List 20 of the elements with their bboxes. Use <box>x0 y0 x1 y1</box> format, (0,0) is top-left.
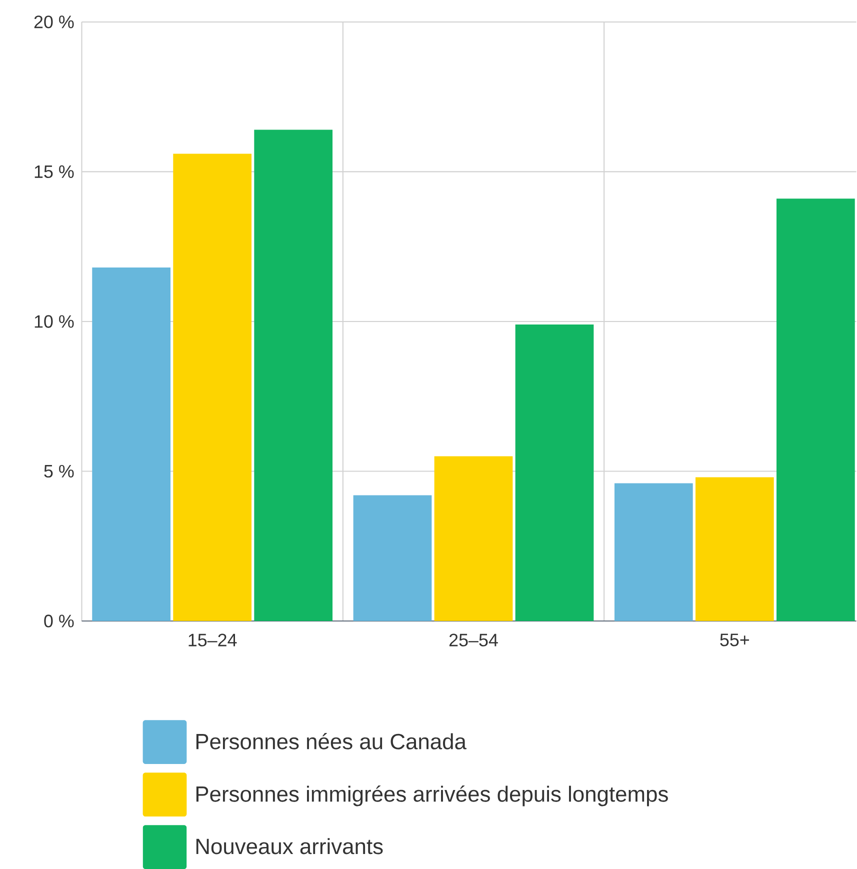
bar <box>515 324 594 622</box>
y-tick-label: 0 % <box>44 614 74 628</box>
x-tick-label: 25–54 <box>450 634 498 646</box>
legend-label: Personnes nées au Canada <box>196 732 467 750</box>
x-tick-label: 55+ <box>720 634 750 646</box>
bar <box>254 130 333 622</box>
bar <box>92 268 171 622</box>
x-tick-label: 15–24 <box>188 634 237 646</box>
y-tick-label: 5 % <box>44 464 74 478</box>
bar <box>696 477 774 622</box>
y-tick-label: 10 % <box>34 315 74 328</box>
y-tick-label: 20 % <box>34 16 74 28</box>
bar <box>434 456 513 622</box>
legend-label: Personnes immigrées arrivées depuis longtemps <box>196 785 668 806</box>
bar <box>173 154 252 622</box>
bar <box>776 198 855 622</box>
bar <box>614 483 693 622</box>
legend-label: Nouveaux arrivants <box>196 838 383 854</box>
bar <box>353 495 432 622</box>
y-tick-label: 15 % <box>34 165 74 178</box>
